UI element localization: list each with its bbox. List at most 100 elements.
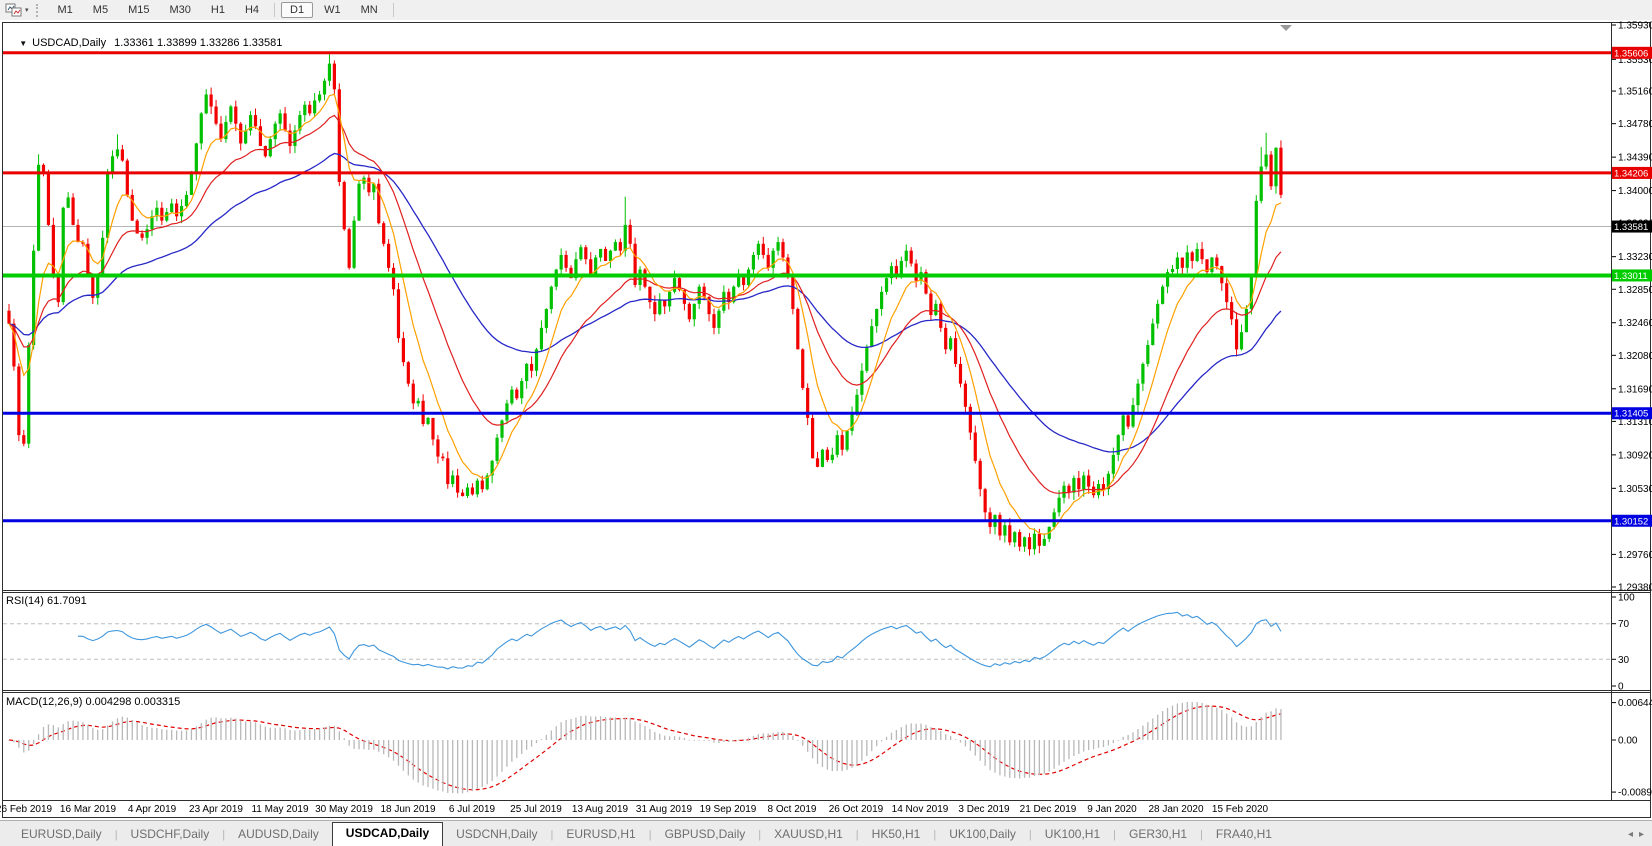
- price-label-1.34206: 1.34206: [1612, 166, 1652, 179]
- chart-windows-icon[interactable]: [5, 3, 23, 17]
- svg-text:8 Oct 2019: 8 Oct 2019: [768, 804, 817, 815]
- tab-uk100-daily[interactable]: UK100,Daily: [949, 827, 1016, 841]
- timeframe-button-h1[interactable]: H1: [210, 4, 225, 16]
- tab-usdchf-daily[interactable]: USDCHF,Daily: [130, 827, 210, 841]
- svg-text:18 Jun 2019: 18 Jun 2019: [380, 804, 435, 815]
- macd-indicator-label: MACD(12,26,9) 0.004298 0.003315: [6, 696, 181, 708]
- rsi-pane[interactable]: [3, 611, 1612, 670]
- timeframe-button-m5[interactable]: M5: [92, 4, 109, 16]
- svg-text:1.33011: 1.33011: [1614, 271, 1648, 282]
- toolbar-separator: [392, 3, 394, 17]
- tab-separator: |: [1200, 829, 1203, 841]
- chart-tabbar: EURUSD,Daily | USDCHF,Daily | AUDUSD,Daily US…: [0, 820, 1652, 846]
- timeframe-button-mn[interactable]: MN: [360, 4, 378, 16]
- tab-uk100-h1[interactable]: UK100,H1: [1044, 827, 1101, 841]
- timeframe-button-m1[interactable]: M1: [57, 4, 73, 16]
- svg-text:15 Feb 2020: 15 Feb 2020: [1212, 804, 1269, 815]
- svg-text:19 Sep 2019: 19 Sep 2019: [700, 804, 757, 815]
- timeframe-button-w1[interactable]: W1: [324, 4, 341, 16]
- svg-text:30 May 2019: 30 May 2019: [315, 804, 373, 815]
- svg-text:6 Jul 2019: 6 Jul 2019: [449, 804, 496, 815]
- svg-text:70: 70: [1618, 619, 1630, 630]
- tab-eurusd-h1[interactable]: EURUSD,H1: [566, 827, 636, 841]
- svg-text:1.35160: 1.35160: [1618, 87, 1652, 98]
- macd-signal-line: [8, 705, 1282, 791]
- svg-text:21 Dec 2019: 21 Dec 2019: [1020, 804, 1077, 815]
- tab-xauusd-h1[interactable]: XAUUSD,H1: [774, 827, 843, 841]
- svg-text:1.29760: 1.29760: [1618, 550, 1652, 561]
- chart-symbol-period: USDCAD,Daily: [32, 37, 107, 49]
- svg-text:1.34206: 1.34206: [1614, 168, 1648, 179]
- svg-text:9 Jan 2020: 9 Jan 2020: [1087, 804, 1137, 815]
- svg-text:1.30152: 1.30152: [1614, 516, 1648, 527]
- timeframe-button-m30[interactable]: M30: [169, 4, 191, 16]
- svg-text:14 Nov 2019: 14 Nov 2019: [892, 804, 949, 815]
- svg-text:1.31405: 1.31405: [1614, 409, 1648, 420]
- svg-text:1.29380: 1.29380: [1618, 582, 1652, 593]
- tab-audusd-daily[interactable]: AUDUSD,Daily: [238, 827, 319, 841]
- date-axis[interactable]: 26 Feb 2019 16 Mar 2019 4 Apr 2019 23 Apr 2…: [0, 804, 1269, 815]
- tab-usdcad-daily[interactable]: USDCAD,Daily: [331, 822, 444, 846]
- svg-text:26 Oct 2019: 26 Oct 2019: [829, 804, 884, 815]
- svg-text:1.30920: 1.30920: [1618, 450, 1652, 461]
- svg-text:1.32850: 1.32850: [1618, 285, 1652, 296]
- tab-separator: |: [648, 829, 652, 841]
- svg-text:11 May 2019: 11 May 2019: [251, 804, 309, 815]
- svg-text:16 Mar 2019: 16 Mar 2019: [60, 804, 117, 815]
- tab-eurusd-daily[interactable]: EURUSD,Daily: [21, 827, 102, 841]
- tabs-scroll-left-icon[interactable]: ◂: [1627, 829, 1633, 840]
- timeframe-button-d1[interactable]: D1: [281, 2, 314, 18]
- svg-text:28 Jan 2020: 28 Jan 2020: [1148, 804, 1203, 815]
- tab-usdcnh-daily[interactable]: USDCNH,Daily: [456, 827, 538, 841]
- tab-separator: |: [1028, 829, 1032, 841]
- svg-text:3 Dec 2019: 3 Dec 2019: [958, 804, 1010, 815]
- tab-gbpusd-daily[interactable]: GBPUSD,Daily: [664, 827, 746, 841]
- tab-separator: |: [222, 829, 226, 841]
- tab-separator: |: [855, 829, 859, 841]
- svg-text:1.34390: 1.34390: [1618, 153, 1652, 164]
- candles-layer[interactable]: [7, 53, 1283, 556]
- svg-text:1.35530: 1.35530: [1618, 55, 1652, 66]
- svg-text:1.31310: 1.31310: [1618, 417, 1652, 428]
- tab-hk50-h1[interactable]: HK50,H1: [871, 827, 921, 841]
- price-label-1.30152: 1.30152: [1612, 514, 1652, 527]
- svg-text:1.34000: 1.34000: [1618, 186, 1652, 197]
- tab-ger30-h1[interactable]: GER30,H1: [1129, 827, 1188, 841]
- chart-windows-dropdown-icon[interactable]: ▾: [25, 7, 29, 14]
- svg-text:-0.00898: -0.00898: [1618, 788, 1652, 799]
- tab-fra40-h1[interactable]: FRA40,H1: [1215, 827, 1272, 841]
- price-label-1.33581: 1.33581: [1612, 220, 1652, 233]
- svg-text:1.32460: 1.32460: [1618, 318, 1652, 329]
- svg-text:13 Aug 2019: 13 Aug 2019: [572, 804, 629, 815]
- tabs-scroll-right-icon[interactable]: ▸: [1638, 829, 1644, 840]
- macd-pane[interactable]: [8, 705, 1282, 791]
- svg-text:1.31690: 1.31690: [1618, 384, 1652, 395]
- chart-tabs: EURUSD,Daily | USDCHF,Daily | AUDUSD,Daily US…: [0, 821, 1652, 846]
- svg-text:1.32080: 1.32080: [1618, 351, 1652, 362]
- svg-text:4 Apr 2019: 4 Apr 2019: [128, 804, 177, 815]
- svg-text:1.30530: 1.30530: [1618, 484, 1652, 495]
- timeframe-button-h4[interactable]: H4: [244, 4, 260, 16]
- chart-ohlc-quote: 1.33361 1.33899 1.33286 1.33581: [114, 37, 283, 49]
- toolbar-grip[interactable]: [35, 3, 42, 17]
- chart-shift-marker-icon[interactable]: [1280, 25, 1292, 31]
- window-menu-icon[interactable]: ▼: [19, 39, 28, 48]
- svg-text:0.006448: 0.006448: [1618, 698, 1652, 709]
- price-label-1.31405: 1.31405: [1612, 407, 1652, 420]
- ma-line-ma-fast: [8, 93, 1282, 536]
- svg-text:100: 100: [1618, 593, 1635, 604]
- timeframe-toolbar: M1 M5 M15 M30 H1 H4 D1 W1 MN: [48, 2, 399, 18]
- toolbar-separator: [274, 3, 276, 17]
- rsi-indicator-label: RSI(14) 61.7091: [6, 595, 87, 607]
- svg-text:26 Feb 2019: 26 Feb 2019: [0, 804, 53, 815]
- tab-separator: |: [114, 829, 118, 841]
- svg-text:30: 30: [1618, 655, 1630, 666]
- tab-separator: |: [933, 829, 937, 841]
- timeframe-button-m15[interactable]: M15: [128, 4, 150, 16]
- price-label-1.33011: 1.33011: [1612, 269, 1652, 282]
- svg-text:1.33230: 1.33230: [1618, 252, 1652, 263]
- svg-text:23 Apr 2019: 23 Apr 2019: [189, 804, 243, 815]
- tab-separator: |: [1113, 829, 1117, 841]
